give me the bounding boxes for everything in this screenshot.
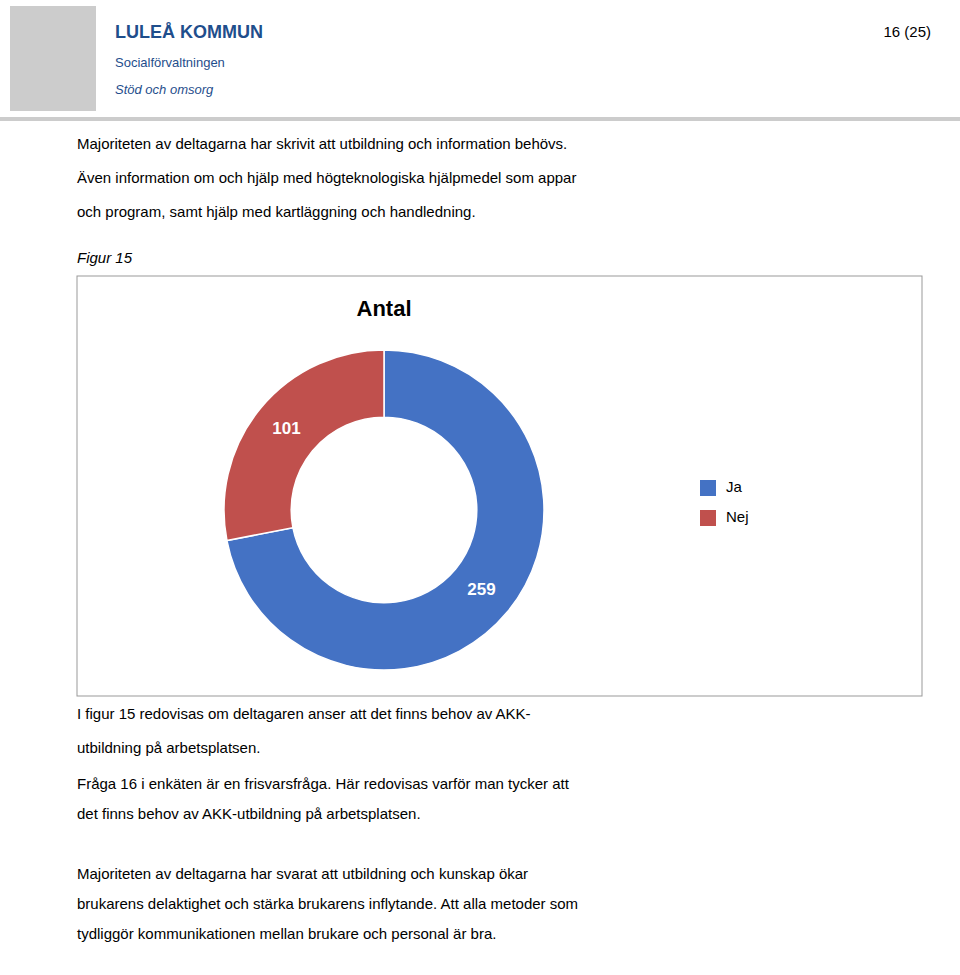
footer-text: Majoriteten av deltagarna har svarat att… xyxy=(77,865,528,882)
background xyxy=(0,0,960,975)
legend-label: Nej xyxy=(726,508,749,525)
footer-text: Fråga 16 i enkäten är en frisvarsfråga. … xyxy=(77,775,570,792)
slices xyxy=(224,350,544,670)
body-text: och program, samt hjälp med kartläggning… xyxy=(77,203,476,220)
data-label: 101 xyxy=(272,419,300,438)
body-text: Även information om och hjälp med högtek… xyxy=(77,169,576,186)
header-subtitle: Socialförvaltningen xyxy=(115,55,225,70)
header-rule xyxy=(0,117,960,121)
legend-swatch xyxy=(700,510,716,526)
header-title: LULEÅ KOMMUN xyxy=(115,22,263,42)
chart-title: Antal xyxy=(357,296,412,321)
legend-label: Ja xyxy=(726,478,743,495)
figure-label: Figur 15 xyxy=(77,249,133,266)
data-labels: 259 101 xyxy=(272,419,495,599)
legend: Ja Nej xyxy=(700,478,749,526)
header: LULEÅ KOMMUN Socialförvaltningen Stöd och … xyxy=(10,6,931,111)
logo xyxy=(10,6,96,111)
footer-text: tydliggör kommunikationen mellan brukare… xyxy=(77,925,496,942)
header-unit: Stöd och omsorg xyxy=(115,82,214,97)
page: LULEÅ KOMMUN Socialförvaltningen Stöd och … xyxy=(0,0,960,975)
donut-slice xyxy=(224,350,384,541)
footer-text: det finns behov av AKK-utbildning på arb… xyxy=(77,805,421,822)
chart: Antal 259 101 Ja Nej xyxy=(224,296,749,670)
caption-text: I figur 15 redovisas om deltagaren anser… xyxy=(77,705,531,722)
page-number: 16 (25) xyxy=(883,23,931,40)
footer-text: brukarens delaktighet och stärka brukare… xyxy=(77,895,578,912)
data-label: 259 xyxy=(467,580,495,599)
body-text: Majoriteten av deltagarna har skrivit at… xyxy=(77,135,567,152)
chart-frame xyxy=(77,276,922,696)
legend-swatch xyxy=(700,480,716,496)
caption-text: utbildning på arbetsplatsen. xyxy=(77,739,260,756)
